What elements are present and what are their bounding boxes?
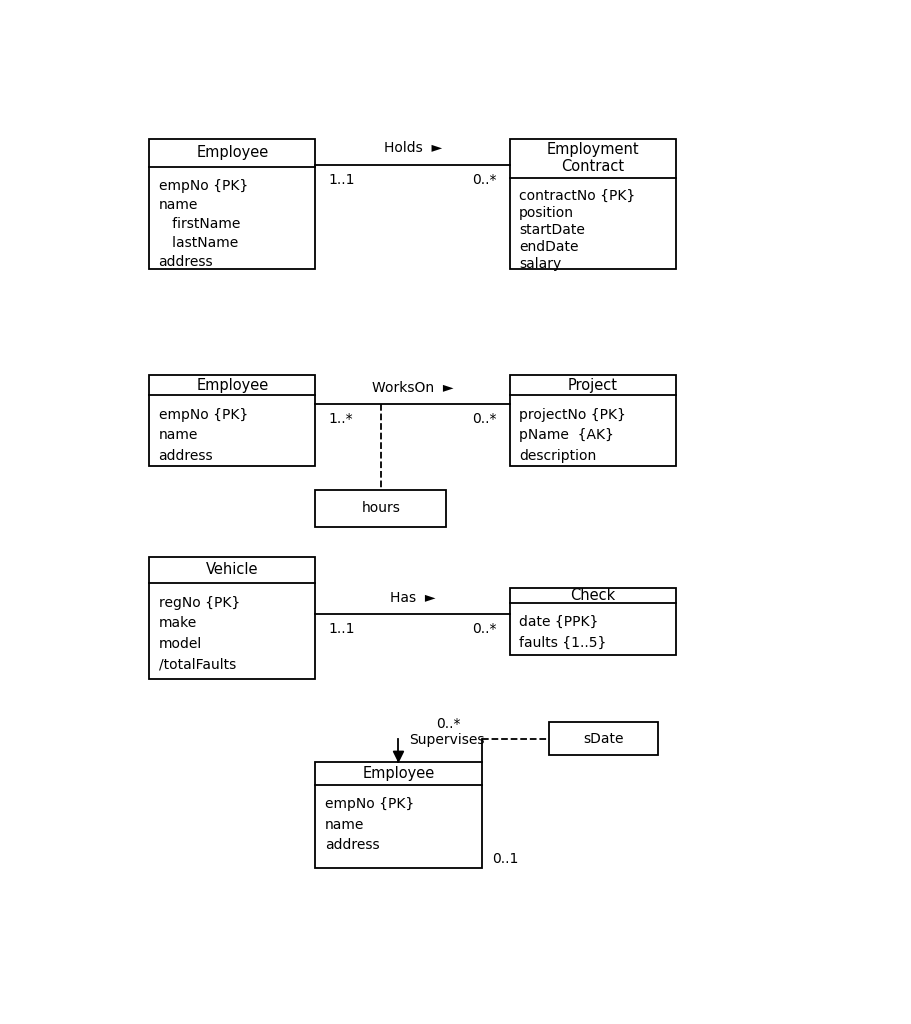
Text: 0..1: 0..1 bbox=[492, 852, 518, 866]
Text: regNo {PK}: regNo {PK} bbox=[159, 596, 240, 610]
Polygon shape bbox=[393, 752, 403, 762]
Text: lastName: lastName bbox=[159, 237, 238, 251]
Text: Project: Project bbox=[568, 378, 617, 392]
Text: Check: Check bbox=[569, 588, 615, 603]
Text: projectNo {PK}: projectNo {PK} bbox=[518, 408, 625, 422]
Text: hours: hours bbox=[361, 502, 400, 515]
Text: address: address bbox=[324, 839, 379, 852]
Text: Employee: Employee bbox=[362, 766, 435, 780]
Text: empNo {PK}: empNo {PK} bbox=[159, 179, 248, 194]
Text: name: name bbox=[159, 428, 198, 442]
Text: firstName: firstName bbox=[159, 217, 240, 231]
Bar bbox=[509, 588, 675, 655]
Text: startDate: startDate bbox=[518, 223, 584, 237]
Text: name: name bbox=[159, 199, 198, 212]
Text: 1..*: 1..* bbox=[328, 413, 353, 426]
Text: date {PPK}: date {PPK} bbox=[518, 615, 598, 630]
Text: model: model bbox=[159, 637, 201, 651]
Text: address: address bbox=[159, 255, 213, 269]
Text: 1..1: 1..1 bbox=[328, 173, 354, 186]
Bar bbox=[509, 138, 675, 268]
Text: 0..*: 0..* bbox=[472, 413, 496, 426]
Text: description: description bbox=[518, 449, 596, 463]
Bar bbox=[149, 138, 315, 268]
Text: Employment
Contract: Employment Contract bbox=[546, 142, 639, 174]
Text: Employee: Employee bbox=[196, 378, 268, 392]
Text: 0..*: 0..* bbox=[472, 173, 496, 186]
Bar bbox=[315, 489, 445, 527]
Text: position: position bbox=[518, 206, 573, 220]
Text: name: name bbox=[324, 818, 363, 831]
Text: empNo {PK}: empNo {PK} bbox=[159, 408, 248, 422]
Text: sDate: sDate bbox=[582, 732, 623, 745]
Text: Holds  ►: Holds ► bbox=[384, 141, 441, 156]
Text: Has  ►: Has ► bbox=[389, 591, 435, 604]
Text: pName  {AK}: pName {AK} bbox=[518, 428, 613, 442]
Text: WorksOn  ►: WorksOn ► bbox=[372, 381, 453, 395]
Text: Employee: Employee bbox=[196, 145, 268, 161]
Bar bbox=[509, 375, 675, 466]
Text: /totalFaults: /totalFaults bbox=[159, 657, 236, 672]
Text: faults {1..5}: faults {1..5} bbox=[518, 636, 606, 650]
Text: Vehicle: Vehicle bbox=[206, 562, 259, 578]
Text: Supervises: Supervises bbox=[409, 733, 484, 748]
Text: 0..*: 0..* bbox=[435, 717, 460, 731]
Bar bbox=[149, 557, 315, 679]
Text: 1..1: 1..1 bbox=[328, 622, 354, 636]
Bar bbox=[149, 375, 315, 466]
Text: contractNo {PK}: contractNo {PK} bbox=[518, 189, 635, 203]
Text: empNo {PK}: empNo {PK} bbox=[324, 798, 414, 811]
Text: endDate: endDate bbox=[518, 240, 578, 254]
Text: 0..*: 0..* bbox=[472, 622, 496, 636]
Bar bbox=[548, 722, 658, 756]
Text: salary: salary bbox=[518, 257, 560, 271]
Bar bbox=[315, 762, 481, 868]
Text: make: make bbox=[159, 616, 197, 631]
Text: address: address bbox=[159, 449, 213, 463]
